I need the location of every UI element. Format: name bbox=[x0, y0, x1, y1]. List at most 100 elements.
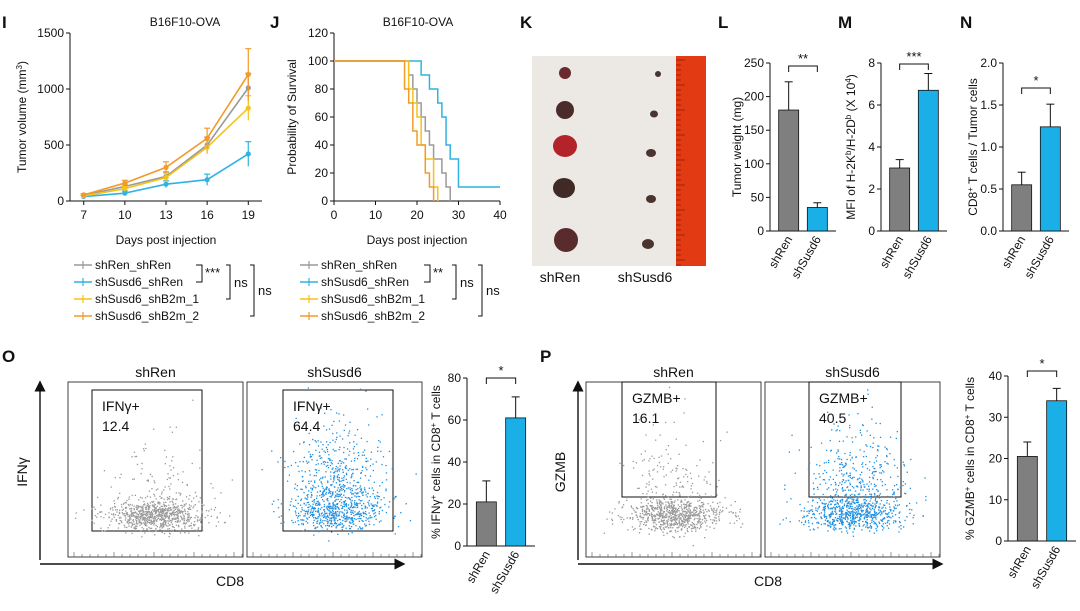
bracket bbox=[424, 264, 431, 283]
cell-dot bbox=[844, 514, 847, 516]
cell-dot bbox=[189, 524, 191, 527]
cell-dot bbox=[142, 528, 145, 530]
cell-dot bbox=[689, 509, 691, 511]
cell-dot bbox=[363, 487, 366, 489]
cell-dot bbox=[848, 497, 850, 499]
cell-dot bbox=[357, 517, 359, 520]
cell-dot bbox=[339, 468, 341, 470]
cell-dot bbox=[99, 511, 101, 513]
cell-dot bbox=[331, 483, 333, 486]
cell-dot bbox=[874, 521, 876, 524]
cell-dot bbox=[169, 524, 171, 526]
cell-dot bbox=[846, 530, 848, 532]
panel-letter: J bbox=[270, 13, 279, 32]
cell-dot bbox=[94, 515, 97, 517]
cell-dot bbox=[149, 516, 151, 518]
cell-dot bbox=[647, 496, 649, 498]
cell-dot bbox=[133, 505, 135, 507]
cell-dot bbox=[896, 500, 898, 502]
cell-dot bbox=[187, 516, 189, 519]
cell-dot bbox=[690, 485, 692, 487]
cell-dot bbox=[635, 462, 637, 464]
cell-dot bbox=[847, 479, 849, 481]
cell-dot bbox=[365, 517, 367, 519]
cell-dot bbox=[115, 509, 117, 511]
cell-dot bbox=[355, 496, 358, 498]
cell-dot bbox=[730, 511, 732, 513]
cell-dot bbox=[841, 498, 844, 501]
cell-dot bbox=[826, 520, 829, 522]
cell-dot bbox=[849, 524, 851, 527]
cell-dot bbox=[189, 517, 191, 519]
y-axis-label: Tumor volume (mm3) bbox=[15, 61, 30, 173]
cell-dot bbox=[330, 517, 332, 519]
cell-dot bbox=[670, 512, 673, 514]
cell-dot bbox=[316, 491, 319, 493]
cell-dot bbox=[705, 518, 707, 520]
cell-dot bbox=[643, 509, 645, 512]
cell-dot bbox=[342, 485, 344, 487]
cell-dot bbox=[358, 513, 360, 516]
cell-dot bbox=[350, 501, 352, 503]
cell-dot bbox=[671, 469, 674, 471]
cell-dot bbox=[338, 484, 341, 486]
cell-dot bbox=[925, 499, 927, 501]
cell-dot bbox=[185, 503, 187, 505]
cell-dot bbox=[842, 517, 845, 519]
cell-dot bbox=[366, 496, 368, 498]
cell-dot bbox=[688, 511, 690, 513]
cell-dot bbox=[346, 509, 348, 511]
cell-dot bbox=[376, 495, 378, 497]
cell-dot bbox=[893, 496, 895, 498]
gate-label: IFNγ+ bbox=[293, 398, 331, 414]
tumor-shsusd6 bbox=[646, 149, 656, 157]
cell-dot bbox=[295, 417, 297, 420]
cell-dot bbox=[368, 523, 371, 525]
cell-dot bbox=[677, 527, 679, 529]
cell-dot bbox=[194, 523, 196, 526]
tumor-shsusd6 bbox=[642, 239, 654, 249]
cell-dot bbox=[353, 517, 356, 520]
cell-dot bbox=[138, 522, 140, 524]
cell-dot bbox=[351, 519, 354, 521]
cell-dot bbox=[100, 516, 102, 518]
cell-dot bbox=[666, 509, 669, 511]
cell-dot bbox=[638, 419, 640, 421]
cell-dot bbox=[676, 468, 678, 470]
cell-dot bbox=[674, 520, 677, 522]
cell-dot bbox=[849, 454, 851, 456]
cell-dot bbox=[642, 493, 644, 495]
cell-dot bbox=[351, 518, 353, 520]
tumor-shsusd6 bbox=[650, 110, 658, 118]
significance-label: * bbox=[498, 363, 503, 378]
cell-dot bbox=[651, 507, 653, 510]
cell-dot bbox=[894, 464, 896, 467]
cell-dot bbox=[873, 462, 875, 464]
cell-dot bbox=[291, 519, 293, 522]
cell-dot bbox=[684, 514, 686, 517]
cell-dot bbox=[696, 510, 698, 513]
cell-dot bbox=[829, 508, 832, 510]
cell-dot bbox=[326, 487, 328, 489]
cell-dot bbox=[352, 510, 354, 512]
cell-dot bbox=[869, 511, 871, 513]
cell-dot bbox=[670, 515, 672, 517]
cell-dot bbox=[855, 512, 857, 514]
cell-dot bbox=[656, 513, 658, 515]
cell-dot bbox=[912, 523, 914, 525]
cell-dot bbox=[835, 493, 837, 495]
cell-dot bbox=[362, 527, 364, 529]
cell-dot bbox=[318, 511, 320, 513]
cell-dot bbox=[150, 511, 152, 514]
cell-dot bbox=[652, 522, 655, 524]
cell-dot bbox=[818, 473, 820, 475]
cell-dot bbox=[371, 504, 373, 506]
cell-dot bbox=[892, 493, 894, 496]
cell-dot bbox=[337, 510, 339, 513]
cell-dot bbox=[887, 495, 889, 498]
cell-dot bbox=[322, 499, 324, 501]
cell-dot bbox=[897, 475, 899, 478]
cell-dot bbox=[146, 517, 148, 520]
cell-dot bbox=[846, 509, 848, 511]
cell-dot bbox=[358, 510, 360, 513]
